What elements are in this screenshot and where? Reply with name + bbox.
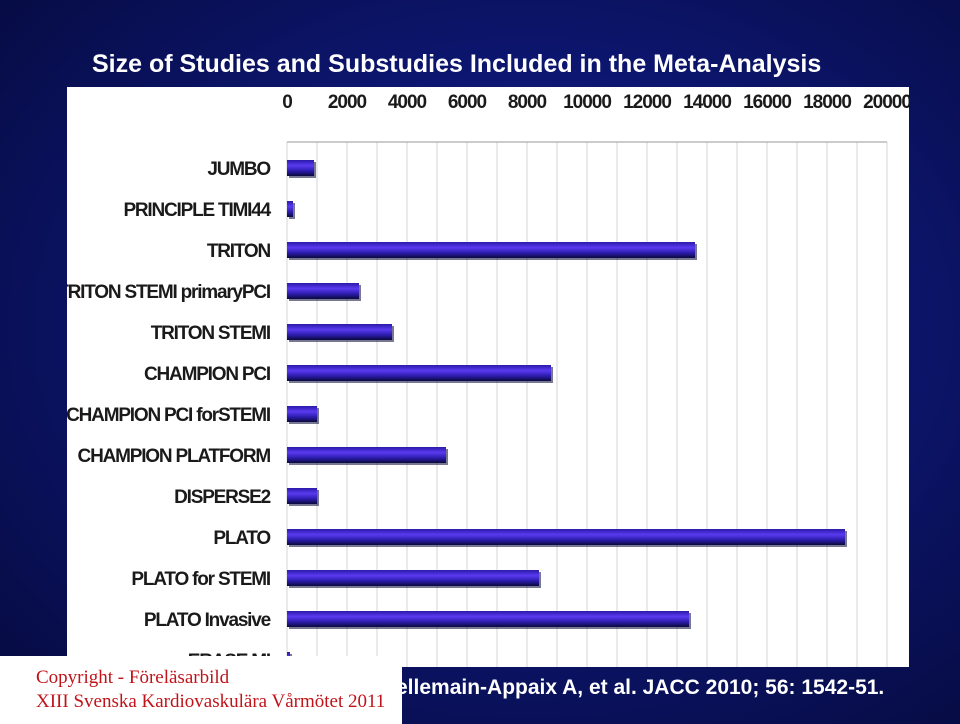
bar	[287, 488, 317, 504]
bar	[287, 447, 446, 463]
category-label: CHAMPION PLATFORM	[78, 446, 271, 467]
copyright-line-1: Copyright - Föreläsarbild	[36, 667, 230, 688]
category-label: TRITON STEMI primaryPCI	[67, 282, 271, 303]
bar	[287, 570, 539, 586]
category-label: PLATO for STEMI	[131, 569, 270, 590]
category-label: PLATO	[213, 528, 270, 549]
bar	[287, 201, 293, 217]
bar	[287, 406, 317, 422]
gridlines	[286, 141, 888, 667]
category-label: PLATO Invasive	[144, 610, 271, 631]
x-axis-ticks: 0 2000 4000 6000 8000 10000 12000 14000 16000 180…	[282, 92, 909, 113]
citation: ellemain-Appaix A, et al. JACC 2010; 56:…	[396, 676, 885, 699]
bar	[287, 283, 359, 299]
category-label: JUMBO	[207, 159, 270, 180]
x-tick-label: 4000	[388, 92, 427, 113]
bar	[287, 324, 392, 340]
x-tick-label: 8000	[508, 92, 547, 113]
copyright-box: Copyright - Föreläsarbild XIII Svenska K…	[0, 656, 402, 724]
chart-panel: 0 2000 4000 6000 8000 10000 12000 14000 16000 180…	[67, 87, 909, 667]
bar-chart: 0 2000 4000 6000 8000 10000 12000 14000 16000 180…	[67, 92, 909, 667]
category-label: DISPERSE2	[174, 487, 270, 508]
category-labels: JUMBO PRINCIPLE TIMI44 TRITON TRITON STEMI …	[67, 159, 273, 667]
x-tick-label: 6000	[448, 92, 487, 113]
x-tick-label: 10000	[563, 92, 611, 113]
x-tick-label: 2000	[328, 92, 367, 113]
category-label: TRITON	[207, 241, 271, 262]
x-tick-label: 16000	[743, 92, 791, 113]
x-tick-label: 0	[282, 92, 292, 113]
category-label: CHAMPION PCI forSTEMI	[67, 405, 271, 426]
bar	[287, 529, 845, 545]
x-tick-label: 18000	[803, 92, 851, 113]
bar	[287, 611, 689, 627]
bar	[287, 242, 695, 258]
category-label: PRINCIPLE TIMI44	[123, 200, 271, 221]
x-tick-label: 20000	[863, 92, 909, 113]
bar	[287, 160, 314, 176]
x-tick-label: 14000	[683, 92, 731, 113]
slide-title: Size of Studies and Substudies Included …	[92, 50, 822, 78]
bar	[287, 365, 551, 381]
copyright-line-2: XIII Svenska Kardiovaskulära Vårmötet 20…	[36, 691, 386, 712]
category-label: TRITON STEMI	[151, 323, 271, 344]
x-tick-label: 12000	[623, 92, 671, 113]
category-label: CHAMPION PCI	[144, 364, 271, 385]
bars	[287, 160, 847, 667]
